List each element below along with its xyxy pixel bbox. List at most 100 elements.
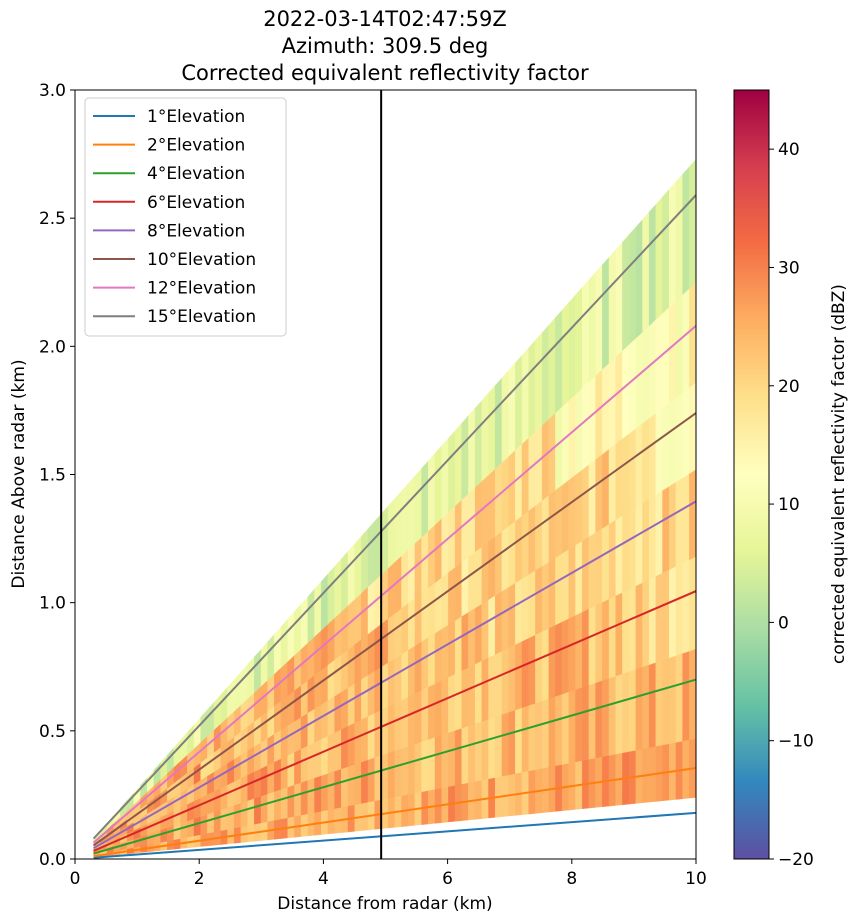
heatmap-cell (561, 301, 569, 408)
heatmap-cell (622, 234, 630, 352)
heatmap-cell (568, 294, 576, 401)
heatmap-cell (669, 181, 677, 308)
heatmap-cell (294, 603, 302, 656)
heatmap-cell (421, 460, 429, 538)
title-line-field: Corrected equivalent reflectivity factor (181, 61, 589, 85)
heatmap-cell (387, 498, 395, 569)
heatmap-cell (635, 654, 643, 751)
heatmap-cell (602, 666, 610, 757)
legend-label: 10°Elevation (147, 250, 256, 270)
heatmap-cell (260, 641, 268, 687)
heatmap-cell (314, 581, 322, 638)
heatmap-cell (361, 528, 369, 594)
heatmap-cell (628, 226, 636, 345)
y-tick-label: 3.0 (39, 81, 66, 101)
x-tick-label: 10 (685, 869, 707, 889)
heatmap-cell (488, 384, 496, 476)
series-line-4 (93, 590, 696, 852)
x-tick-label: 4 (318, 869, 329, 889)
x-tick-label: 2 (194, 869, 205, 889)
heatmap-cell (655, 647, 663, 747)
heatmap-cell (689, 158, 696, 289)
y-axis-ticks: 0.0 0.5 1.0 1.5 2.0 2.5 3.0 (39, 81, 75, 870)
heatmap-cell (689, 369, 696, 474)
heatmap-cell (428, 452, 436, 532)
heatmap-cell (341, 550, 349, 613)
heatmap-cell (414, 467, 422, 544)
heatmap-cell (240, 663, 248, 706)
heatmap-cell (354, 535, 362, 600)
heatmap-cell (635, 570, 643, 670)
heatmap-cell (662, 556, 670, 661)
heatmap-cell (675, 550, 683, 656)
legend-label: 12°Elevation (147, 279, 256, 299)
heatmap-cell (287, 611, 295, 662)
heatmap-cell (474, 400, 482, 488)
heatmap-cell (528, 693, 536, 772)
series-line-1 (93, 811, 696, 859)
heatmap-cell (655, 196, 663, 320)
heatmap-cell (535, 332, 543, 432)
heatmap-cell (394, 490, 402, 563)
heatmap-cell (381, 505, 389, 575)
heatmap-cell (468, 407, 476, 495)
heatmap-cell (608, 664, 616, 756)
heatmap-cell (207, 701, 215, 737)
colorbar (733, 89, 770, 860)
heatmap-cell (635, 218, 643, 339)
legend-label: 4°Elevation (147, 164, 245, 184)
heatmap-cell (669, 642, 677, 744)
heatmap-cell (615, 662, 623, 755)
heatmap-cell (441, 437, 449, 519)
heatmap-cell (648, 563, 656, 665)
heatmap-cell (307, 588, 315, 644)
colorbar-tick-label: −10 (778, 732, 814, 752)
heatmap-cell (401, 482, 409, 557)
legend-label: 15°Elevation (147, 307, 256, 327)
colorbar-tick-label: 40 (778, 140, 800, 160)
y-tick-label: 2.0 (39, 337, 66, 357)
heatmap-cell (367, 520, 375, 588)
heatmap-cell (408, 475, 416, 550)
heatmap-cell (628, 657, 636, 752)
colorbar-ticks: −20 −10 0 10 20 30 40 (769, 140, 814, 870)
x-axis-label: Distance from radar (km) (277, 894, 492, 914)
colorbar-tick-label: 0 (778, 613, 789, 633)
heatmap-cell (682, 166, 690, 296)
heatmap-cell (622, 659, 630, 754)
heatmap-cell (254, 648, 262, 693)
y-axis-label: Distance Above radar (km) (9, 359, 29, 588)
heatmap-cell (642, 211, 650, 333)
x-axis-ticks: 0 2 4 6 8 10 (70, 859, 707, 889)
heatmap-cell (582, 279, 590, 389)
heatmap-cell (267, 633, 275, 681)
colorbar-tick-label: 30 (778, 258, 800, 278)
heatmap-cell (608, 249, 616, 364)
heatmap-cell (682, 546, 690, 654)
heatmap-cell (541, 324, 549, 426)
heatmap-cell (555, 683, 563, 767)
title-line-timestamp: 2022-03-14T02:47:59Z (263, 7, 507, 31)
heatmap-cell (648, 203, 656, 327)
colorbar-tick-label: −20 (778, 850, 814, 870)
heatmap-cell (321, 573, 329, 631)
heatmap-cell (588, 671, 596, 760)
heatmap-cell (689, 635, 696, 741)
heatmap-cell (347, 543, 355, 606)
legend-label: 6°Elevation (147, 193, 245, 213)
heatmap-cell (501, 369, 509, 463)
legend-label: 8°Elevation (147, 221, 245, 241)
legend-label: 1°Elevation (147, 107, 245, 127)
heatmap-cell (541, 688, 549, 769)
heatmap-cell (575, 676, 583, 763)
heatmap-cell (602, 256, 610, 370)
heatmap-cell (300, 596, 308, 650)
heatmap-cell (247, 656, 255, 700)
heatmap-cell (588, 271, 596, 383)
elevation-lines (92, 194, 696, 859)
heatmap-cell (481, 392, 489, 482)
colorbar-label: corrected equivalent reflectivity factor… (829, 284, 849, 664)
y-tick-label: 2.5 (39, 209, 66, 229)
heatmap-cell (582, 674, 590, 761)
